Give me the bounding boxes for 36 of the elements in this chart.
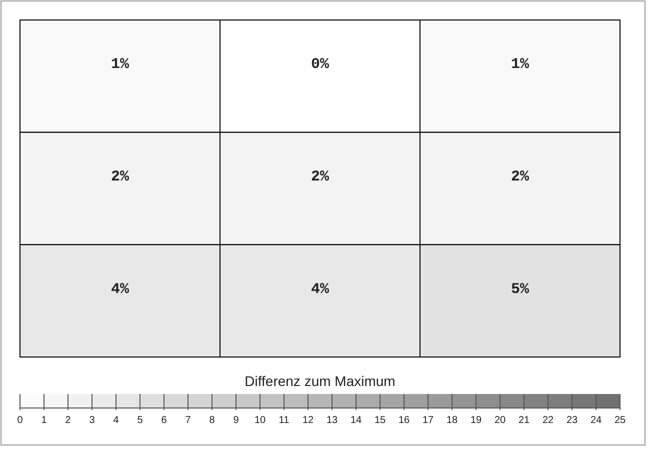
color-bar-label: 7 — [185, 415, 192, 426]
data-label: 4% — [310, 280, 330, 298]
color-bar-label: 14 — [350, 415, 362, 426]
data-label: 5% — [510, 280, 530, 298]
data-label: 2% — [310, 168, 330, 186]
color-bar-label: 5 — [137, 415, 144, 426]
color-bar-label: 22 — [542, 415, 554, 426]
data-label: 0% — [310, 56, 330, 74]
color-bar-label: 21 — [518, 415, 530, 426]
color-bar-label: 16 — [398, 415, 410, 426]
color-bar-label: 4 — [113, 415, 120, 426]
color-bar-label: 12 — [302, 415, 314, 426]
data-label: 4% — [110, 280, 130, 298]
color-bar-label: 15 — [374, 415, 386, 426]
color-bar-label: 19 — [470, 415, 482, 426]
color-bar-label: 24 — [590, 415, 602, 426]
color-bar-title: Differenz zum Maximum — [244, 373, 396, 389]
color-bar-label: 10 — [254, 415, 266, 426]
color-bar-label: 2 — [65, 415, 72, 426]
color-bar-label: 6 — [161, 415, 168, 426]
data-label: 2% — [110, 168, 130, 186]
color-bar-label: 8 — [209, 415, 216, 426]
color-bar-label: 3 — [89, 415, 96, 426]
color-bar-label: 18 — [446, 415, 458, 426]
color-bar-label: 9 — [233, 415, 240, 426]
color-bar-label: 20 — [494, 415, 506, 426]
color-bar-label: 0 — [17, 415, 24, 426]
color-bar-label: 1 — [41, 415, 48, 426]
color-bar-label: 23 — [566, 415, 578, 426]
color-bar-label: 11 — [278, 415, 290, 426]
color-bar-label: 17 — [422, 415, 434, 426]
color-bar-label: 13 — [326, 415, 338, 426]
data-label: 1% — [110, 56, 130, 74]
color-bar-label: 25 — [614, 415, 626, 426]
data-label: 2% — [510, 168, 530, 186]
data-label: 1% — [510, 56, 530, 74]
